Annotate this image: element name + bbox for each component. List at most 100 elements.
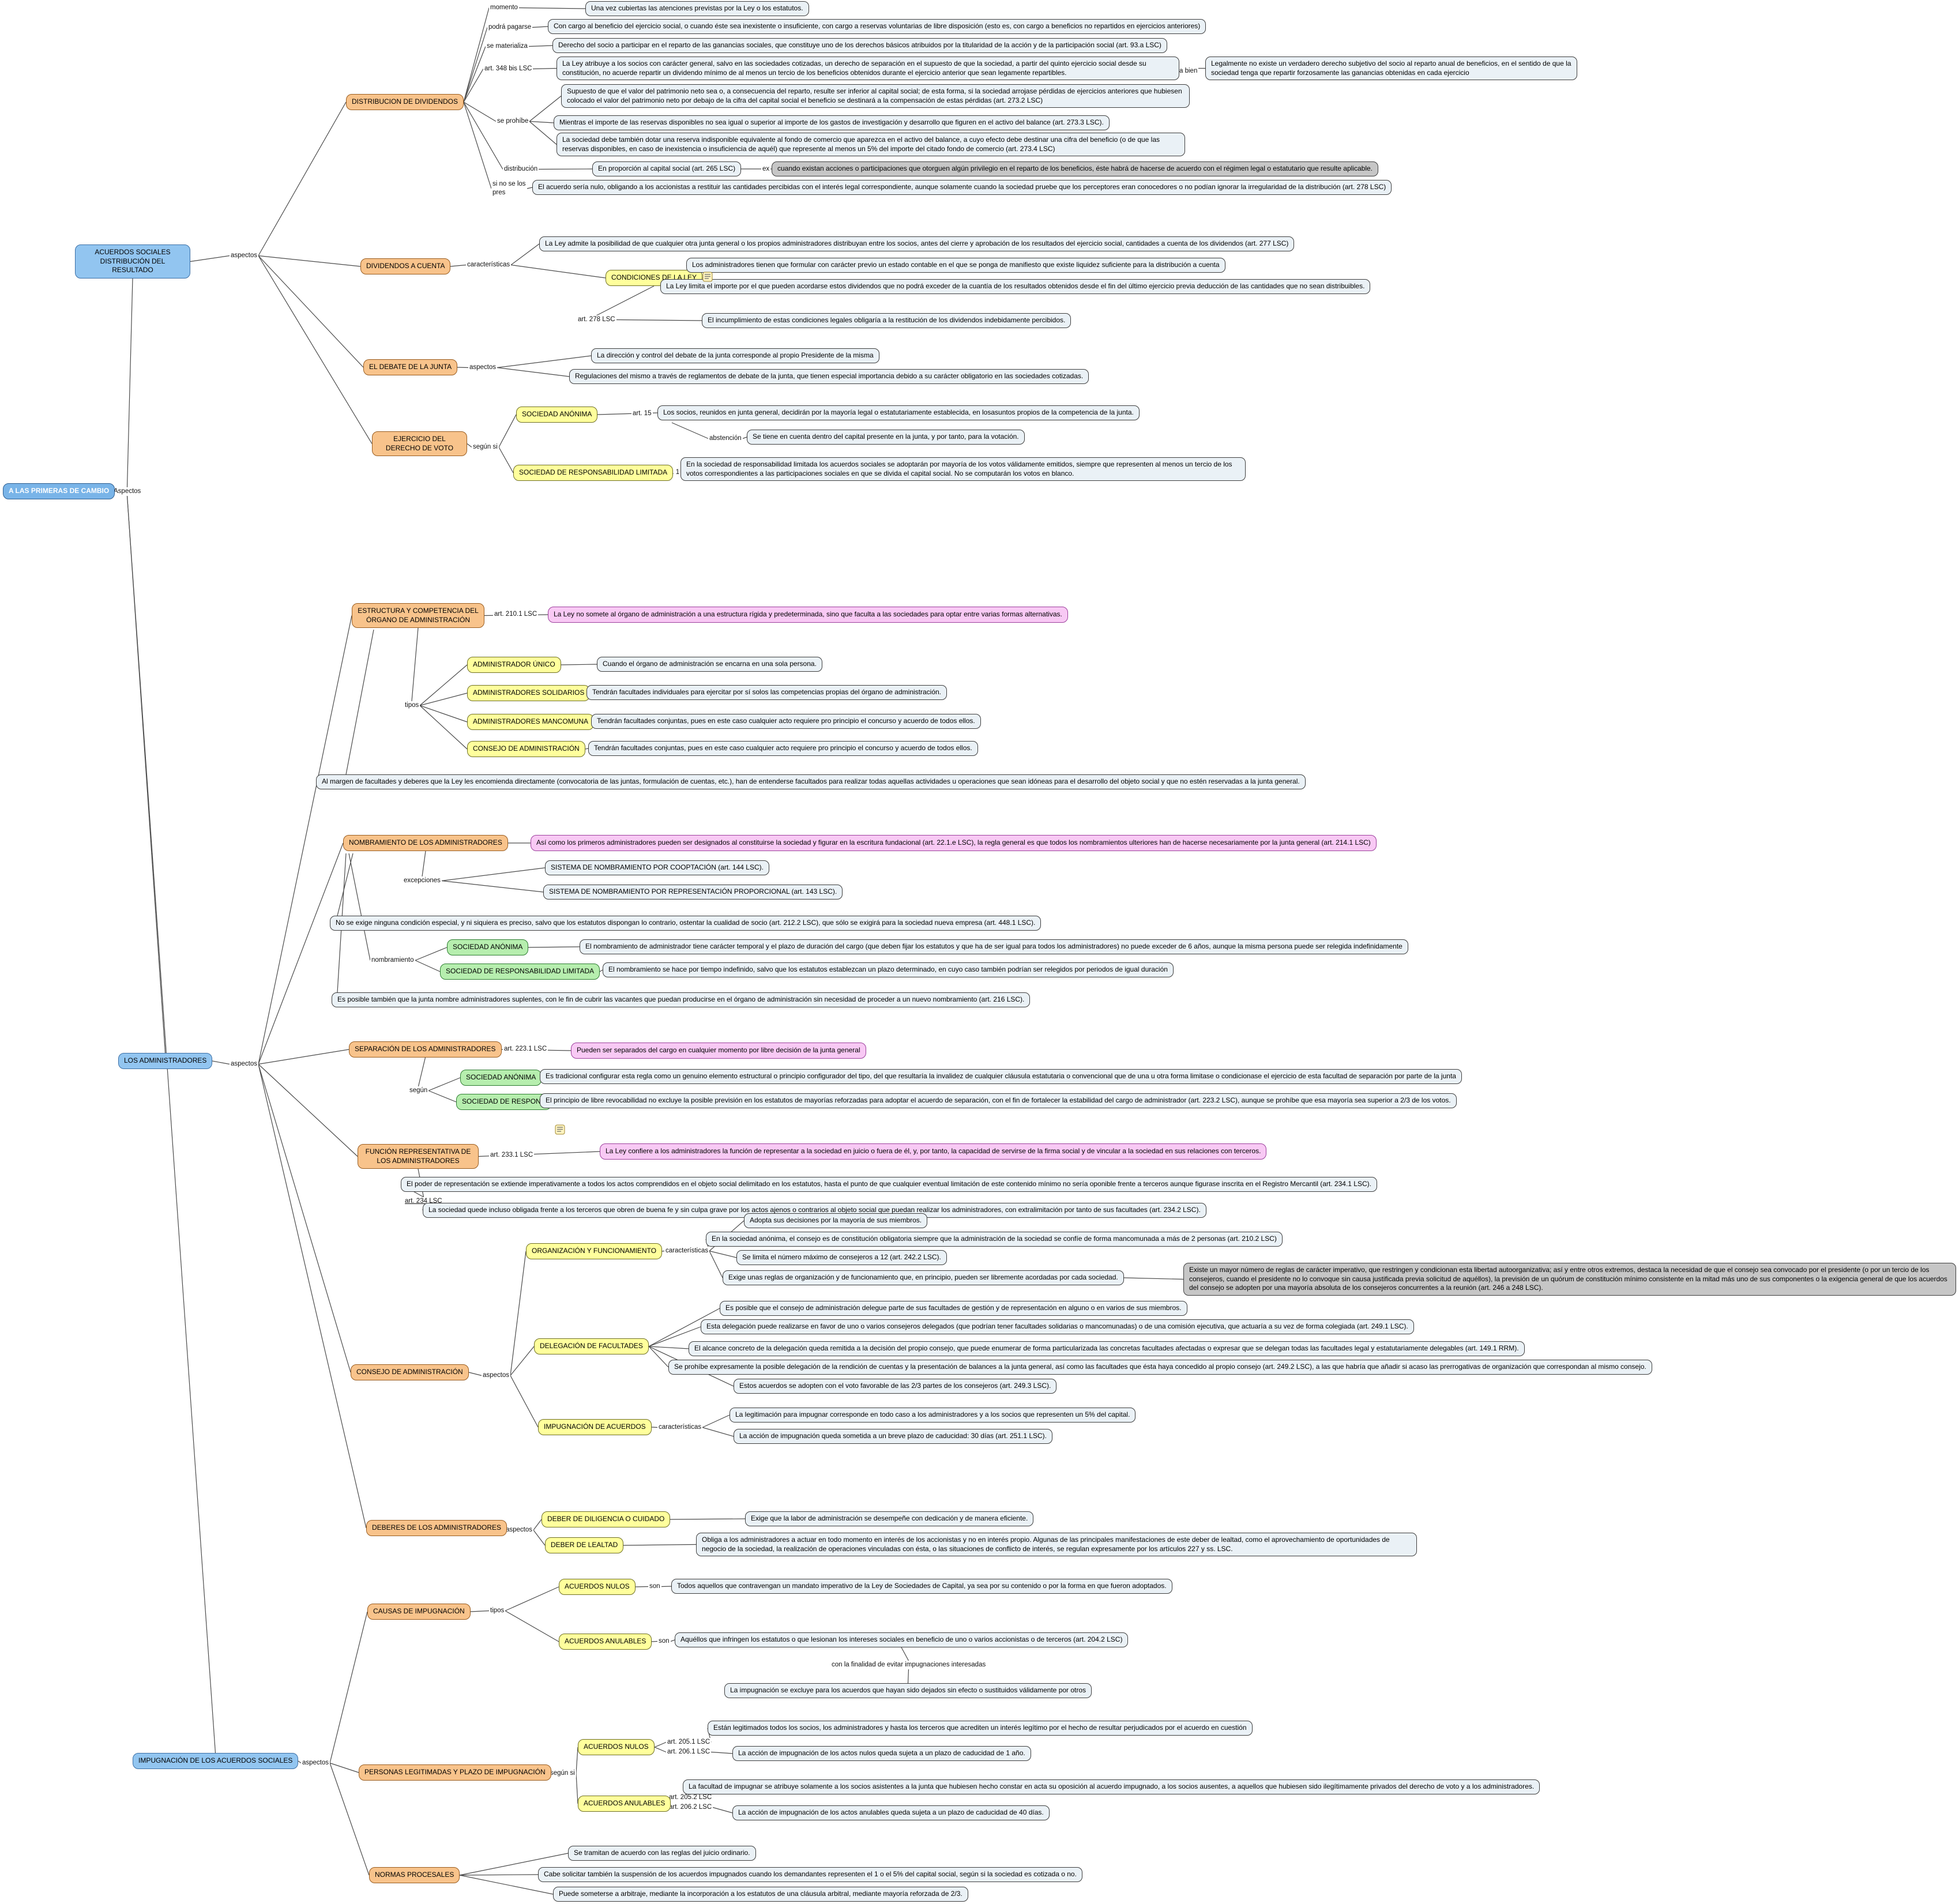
subtopic-acuerdos-anulables-2[interactable]: ACUERDOS ANULABLES xyxy=(578,1796,671,1812)
note-una-sola-persona[interactable]: Cuando el órgano de administración se en… xyxy=(597,657,822,672)
note-incumplimiento[interactable]: El incumplimiento de estas condiciones l… xyxy=(702,313,1071,328)
subtopic-acuerdos-anulables-1[interactable]: ACUERDOS ANULABLES xyxy=(559,1634,652,1650)
subtopic-administradores-mancomunados[interactable]: ADMINISTRADORES MANCOMUNA xyxy=(467,714,595,730)
note-estructura-pink[interactable]: La Ley no somete al órgano de administra… xyxy=(548,607,1068,623)
note-no-condicion[interactable]: No se exige ninguna condición especial, … xyxy=(330,916,1041,931)
note-patrimonio-neto[interactable]: Supuesto de que el valor del patrimonio … xyxy=(561,84,1190,108)
note-reservas-disponibles[interactable]: Mientras el importe de las reservas disp… xyxy=(554,115,1110,130)
section-impugnacion-acuerdos[interactable]: IMPUGNACIÓN DE LOS ACUERDOS SOCIALES xyxy=(133,1753,299,1769)
callout-privilegio[interactable]: cuando existan acciones o participacione… xyxy=(772,161,1378,176)
note-legalmente[interactable]: Legalmente no existe un verdadero derech… xyxy=(1205,57,1577,81)
subtopic-deber-diligencia[interactable]: DEBER DE DILIGENCIA O CUIDADO xyxy=(542,1511,671,1527)
note-infringen[interactable]: Aquéllos que infringen los estatutos o q… xyxy=(675,1632,1129,1647)
topic-causas-impugnacion[interactable]: CAUSAS DE IMPUGNACIÓN xyxy=(367,1604,471,1620)
subtopic-srl-1[interactable]: SOCIEDAD DE RESPONSABILIDAD LIMITADA xyxy=(513,465,674,481)
subtopic-sociedad-anonima-1[interactable]: SOCIEDAD ANÓNIMA xyxy=(516,407,598,423)
note-estado-contable[interactable]: Los administradores tienen que formular … xyxy=(686,258,1225,273)
callout-reglas-imperativas[interactable]: Existe un mayor número de reglas de cará… xyxy=(1183,1263,1956,1296)
topic-personas-legitimadas[interactable]: PERSONAS LEGITIMADAS Y PLAZO DE IMPUGNAC… xyxy=(359,1764,551,1781)
note-al-margen[interactable]: Al margen de facultades y deberes que la… xyxy=(316,774,1306,789)
note-prohibe-delegacion[interactable]: Se prohíbe expresamente la posible deleg… xyxy=(668,1360,1652,1375)
note-limite-importe[interactable]: La Ley limita el importe por el que pued… xyxy=(660,279,1371,294)
topic-funcion-representativa[interactable]: FUNCIÓN REPRESENTATIVA DE LOS ADMINISTRA… xyxy=(358,1144,479,1169)
note-juicio-ordinario[interactable]: Se tramitan de acuerdo con las reglas de… xyxy=(568,1846,756,1861)
topic-ejercicio-voto[interactable]: EJERCICIO DEL DERECHO DE VOTO xyxy=(372,431,467,457)
note-delegue-parte[interactable]: Es posible que el consejo de administrac… xyxy=(720,1301,1187,1316)
note-alcance-delegacion[interactable]: El alcance concreto de la delegación que… xyxy=(689,1341,1525,1356)
note-maximo-12[interactable]: Se limita el número máximo de consejeros… xyxy=(736,1250,947,1265)
note-impugnacion-excluye[interactable]: La impugnación se excluye para los acuer… xyxy=(724,1683,1092,1698)
subtopic-deber-lealtad[interactable]: DEBER DE LEALTAD xyxy=(545,1537,624,1553)
note-separacion-pink[interactable]: Pueden ser separados del cargo en cualqu… xyxy=(571,1043,866,1059)
subtopic-acuerdos-nulos-1[interactable]: ACUERDOS NULOS xyxy=(559,1579,636,1595)
note-arbitraje[interactable]: Puede someterse a arbitraje, mediante la… xyxy=(553,1887,968,1902)
note-abstencion[interactable]: Se tiene en cuenta dentro del capital pr… xyxy=(747,430,1025,445)
topic-deberes[interactable]: DEBERES DE LOS ADMINISTRADORES xyxy=(366,1520,507,1536)
topic-debate-junta[interactable]: EL DEBATE DE LA JUNTA xyxy=(363,359,458,375)
note-reglamentos[interactable]: Regulaciones del mismo a través de regla… xyxy=(569,369,1089,384)
note-sa-6-anos[interactable]: El nombramiento de administrador tiene c… xyxy=(580,939,1408,954)
note-srl-indefinido[interactable]: El nombramiento se hace por tiempo indef… xyxy=(603,962,1174,977)
note-acuerdo-nulo[interactable]: El acuerdo sería nulo, obligando a los a… xyxy=(532,180,1392,195)
note-sa-separacion[interactable]: Es tradicional configurar esta regla com… xyxy=(540,1069,1462,1084)
note-art-348-bis[interactable]: La Ley atribuye a los socios con carácte… xyxy=(557,57,1179,81)
note-buena-fe[interactable]: La sociedad quede incluso obligada frent… xyxy=(423,1203,1206,1218)
note-srl-mayoria[interactable]: En la sociedad de responsabilidad limita… xyxy=(680,457,1246,481)
note-legitimacion-5[interactable]: La legitimación para impugnar correspond… xyxy=(730,1408,1136,1423)
note-ley-admite[interactable]: La Ley admite la posibilidad de que cual… xyxy=(539,236,1295,251)
note-adopta-mayoria[interactable]: Adopta sus decisiones por la mayoría de … xyxy=(744,1213,928,1228)
section-acuerdos-sociales[interactable]: ACUERDOS SOCIALES DISTRIBUCIÓN DEL RESUL… xyxy=(75,244,190,279)
note-representacion-proporcional[interactable]: SISTEMA DE NOMBRAMIENTO POR REPRESENTACI… xyxy=(543,885,843,900)
note-srl-separacion[interactable]: El principio de libre revocabilidad no e… xyxy=(540,1093,1457,1108)
note-voto-dos-tercios[interactable]: Estos acuerdos se adopten con el voto fa… xyxy=(734,1379,1057,1394)
subtopic-delegacion[interactable]: DELEGACIÓN DE FACULTADES xyxy=(534,1338,649,1354)
subtopic-srl-nombramiento[interactable]: SOCIEDAD DE RESPONSABILIDAD LIMITADA xyxy=(440,964,600,980)
note-fondo-comercio[interactable]: La sociedad debe también dotar una reser… xyxy=(557,133,1185,157)
note-constitucion-obligatoria[interactable]: En la sociedad anónima, el consejo es de… xyxy=(706,1232,1283,1247)
topic-consejo-administracion[interactable]: CONSEJO DE ADMINISTRACIÓN xyxy=(351,1364,469,1380)
subtopic-impugnacion-acuerdos[interactable]: IMPUGNACIÓN DE ACUERDOS xyxy=(538,1419,652,1435)
subtopic-sa-separacion[interactable]: SOCIEDAD ANÓNIMA xyxy=(460,1070,542,1086)
topic-separacion[interactable]: SEPARACIÓN DE LOS ADMINISTRADORES xyxy=(349,1041,502,1058)
root-node[interactable]: A LAS PRIMERAS DE CAMBIO xyxy=(3,483,115,499)
note-cooptacion[interactable]: SISTEMA DE NOMBRAMIENTO POR COOPTACIÓN (… xyxy=(545,860,769,875)
note-poder-representacion[interactable]: El poder de representación se extiende i… xyxy=(401,1177,1377,1192)
subtopic-sa-nombramiento[interactable]: SOCIEDAD ANÓNIMA xyxy=(447,939,529,955)
label-ex: ex xyxy=(761,165,771,174)
topic-normas-procesales[interactable]: NORMAS PROCESALES xyxy=(369,1867,460,1883)
note-contravengan[interactable]: Todos aquellos que contravengan un manda… xyxy=(671,1579,1172,1594)
note-estan-legitimados[interactable]: Están legitimados todos los socios, los … xyxy=(708,1721,1253,1736)
topic-estructura-competencia[interactable]: ESTRUCTURA Y COMPETENCIA DEL ÓRGANO DE A… xyxy=(352,603,484,629)
note-funcion-pink[interactable]: La Ley confiere a los administradores la… xyxy=(600,1143,1267,1160)
note-podra-pagarse[interactable]: Con cargo al beneficio del ejercicio soc… xyxy=(548,19,1206,34)
note-se-materializa[interactable]: Derecho del socio a participar en el rep… xyxy=(552,38,1167,53)
note-caducidad-40-dias[interactable]: La acción de impugnación de los actos an… xyxy=(732,1805,1050,1820)
note-caducidad-1-ano[interactable]: La acción de impugnación de los actos nu… xyxy=(732,1746,1031,1761)
note-proporcion-capital[interactable]: En proporción al capital social (art. 26… xyxy=(592,161,742,176)
note-facultades-individuales[interactable]: Tendrán facultades individuales para eje… xyxy=(586,685,947,700)
note-reglas-organizacion[interactable]: Exige unas reglas de organización y de f… xyxy=(723,1270,1124,1285)
note-facultades-conjuntas-1[interactable]: Tendrán facultades conjuntas, pues en es… xyxy=(591,714,981,729)
note-facultad-impugnar[interactable]: La facultad de impugnar se atribuye sola… xyxy=(683,1779,1540,1794)
subtopic-acuerdos-nulos-2[interactable]: ACUERDOS NULOS xyxy=(578,1739,655,1755)
section-los-administradores[interactable]: LOS ADMINISTRADORES xyxy=(118,1053,213,1069)
note-consejeros-delegados[interactable]: Esta delegación puede realizarse en favo… xyxy=(701,1319,1414,1334)
note-caducidad-30[interactable]: La acción de impugnación queda sometida … xyxy=(734,1429,1053,1444)
note-nombramiento-pink[interactable]: Así como los primeros administradores pu… xyxy=(531,835,1377,851)
topic-nombramiento[interactable]: NOMBRAMIENTO DE LOS ADMINISTRADORES xyxy=(343,835,508,851)
topic-dividendos-a-cuenta[interactable]: DIVIDENDOS A CUENTA xyxy=(360,258,451,274)
note-momento[interactable]: Una vez cubiertas las atenciones previst… xyxy=(585,1,809,16)
note-dedicacion[interactable]: Exige que la labor de administración se … xyxy=(745,1511,1034,1526)
note-socios-junta[interactable]: Los socios, reunidos en junta general, d… xyxy=(657,405,1140,420)
topic-distribucion-de-dividendos[interactable]: DISTRIBUCION DE DIVIDENDOS xyxy=(346,94,464,110)
subtopic-consejo-administracion-y[interactable]: CONSEJO DE ADMINISTRACIÓN xyxy=(467,741,585,757)
note-suspension[interactable]: Cabe solicitar también la suspensión de … xyxy=(538,1867,1082,1882)
note-suplentes[interactable]: Es posible también que la junta nombre a… xyxy=(332,992,1031,1007)
note-facultades-conjuntas-2[interactable]: Tendrán facultades conjuntas, pues en es… xyxy=(588,741,978,756)
note-direccion-control[interactable]: La dirección y control del debate de la … xyxy=(591,348,879,363)
note-lealtad[interactable]: Obliga a los administradores a actuar en… xyxy=(696,1533,1417,1557)
subtopic-administradores-solidarios[interactable]: ADMINISTRADORES SOLIDARIOS xyxy=(467,685,591,701)
subtopic-organizacion[interactable]: ORGANIZACIÓN Y FUNCIONAMIENTO xyxy=(526,1243,663,1259)
subtopic-srl-separacion[interactable]: SOCIEDAD DE RESPONS xyxy=(456,1094,551,1110)
subtopic-administrador-unico[interactable]: ADMINISTRADOR ÚNICO xyxy=(467,657,561,673)
